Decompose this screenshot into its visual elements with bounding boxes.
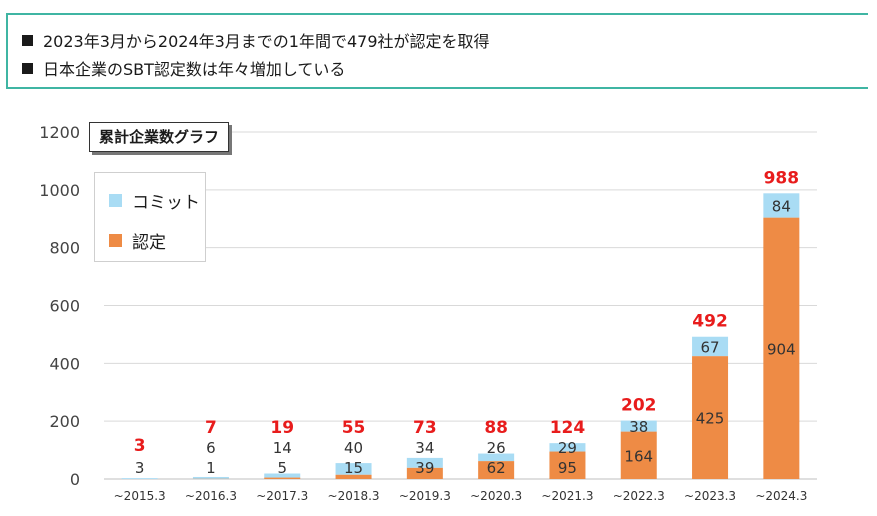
commit-value-label: 34 — [415, 439, 434, 457]
total-value-label: 19 — [270, 418, 294, 438]
summary-bullet-2: 日本企業のSBT認定数は年々増加している — [22, 56, 345, 80]
certified-value-label: 1 — [206, 459, 216, 477]
bullet-square-icon — [22, 34, 33, 46]
bar-certified — [692, 356, 729, 479]
legend-item-certified: 認定 — [109, 228, 166, 253]
commit-value-label: 84 — [772, 197, 791, 215]
commit-value-label: 6 — [206, 439, 216, 457]
bar-commit — [264, 473, 301, 478]
bar-commit — [692, 336, 729, 357]
certified-value-label: 425 — [696, 410, 725, 428]
legend-item-commit: コミット — [109, 188, 200, 213]
x-tick-label: ~2019.3 — [399, 489, 451, 503]
bullet-square-icon — [22, 62, 33, 74]
bar-certified — [549, 451, 586, 479]
x-tick-label: ~2018.3 — [328, 489, 380, 503]
certified-value-label: 62 — [487, 459, 506, 477]
bar-commit — [121, 478, 158, 479]
bar-commit — [478, 453, 515, 462]
x-tick-label: ~2015.3 — [114, 489, 166, 503]
total-value-label: 202 — [621, 396, 657, 416]
commit-value-label: 67 — [701, 338, 720, 356]
commit-value-label: 38 — [629, 418, 648, 436]
total-value-label: 88 — [484, 418, 508, 438]
y-tick-label: 800 — [49, 239, 80, 258]
x-tick-label: ~2024.3 — [755, 489, 807, 503]
chart-title: 累計企業数グラフ — [89, 122, 230, 152]
certified-value-label: 15 — [344, 459, 363, 477]
summary-bullet-1: 2023年3月から2024年3月までの1年間で479社が認定を取得 — [22, 28, 490, 52]
bar-certified — [478, 461, 515, 479]
total-value-label: 73 — [413, 418, 437, 438]
x-tick-label: ~2017.3 — [256, 489, 308, 503]
y-tick-label: 1000 — [39, 181, 80, 200]
certified-value-label: 904 — [767, 340, 796, 358]
x-tick-label: ~2023.3 — [684, 489, 736, 503]
total-value-label: 55 — [342, 418, 366, 438]
y-tick-label: 400 — [49, 354, 80, 373]
bar-commit — [620, 420, 657, 432]
x-tick-label: ~2021.3 — [541, 489, 593, 503]
legend-label-commit: コミット — [132, 193, 200, 213]
certified-value-label: 164 — [624, 447, 653, 465]
bar-commit — [335, 463, 372, 475]
y-tick-label: 1200 — [39, 123, 80, 142]
certified-value-label: 39 — [415, 459, 434, 477]
commit-value-label: 3 — [135, 459, 145, 477]
bar-commit — [406, 457, 443, 468]
bar-certified — [406, 467, 443, 479]
certified-value-label: 5 — [277, 459, 287, 477]
legend-swatch-certified — [109, 234, 122, 247]
summary-text-2: 日本企業のSBT認定数は年々増加している — [43, 60, 346, 79]
commit-value-label: 26 — [487, 439, 506, 457]
total-value-label: 3 — [134, 436, 146, 456]
summary-box: 2023年3月から2024年3月までの1年間で479社が認定を取得 日本企業のS… — [6, 13, 868, 89]
bar-commit — [763, 193, 800, 218]
bar-certified — [763, 217, 800, 480]
certified-value-label: 95 — [558, 459, 577, 477]
bar-commit — [549, 443, 586, 452]
commit-value-label: 40 — [344, 439, 363, 457]
commit-value-label: 14 — [273, 439, 292, 457]
bar-certified — [620, 431, 657, 479]
bar-commit — [192, 476, 229, 479]
legend-label-certified: 認定 — [132, 233, 166, 253]
y-tick-label: 600 — [49, 297, 80, 316]
bar-certified — [335, 474, 372, 479]
y-tick-label: 0 — [70, 470, 80, 489]
total-value-label: 988 — [764, 168, 800, 188]
total-value-label: 492 — [692, 312, 728, 332]
x-tick-label: ~2022.3 — [613, 489, 665, 503]
total-value-label: 7 — [205, 418, 217, 438]
y-tick-label: 200 — [49, 412, 80, 431]
chart-legend: コミット 認定 — [94, 172, 206, 262]
x-tick-label: ~2016.3 — [185, 489, 237, 503]
x-tick-label: ~2020.3 — [470, 489, 522, 503]
legend-swatch-commit — [109, 194, 122, 207]
commit-value-label: 29 — [558, 439, 577, 457]
total-value-label: 124 — [550, 418, 586, 438]
bar-certified — [264, 477, 301, 479]
summary-text-1: 2023年3月から2024年3月までの1年間で479社が認定を取得 — [43, 32, 490, 51]
